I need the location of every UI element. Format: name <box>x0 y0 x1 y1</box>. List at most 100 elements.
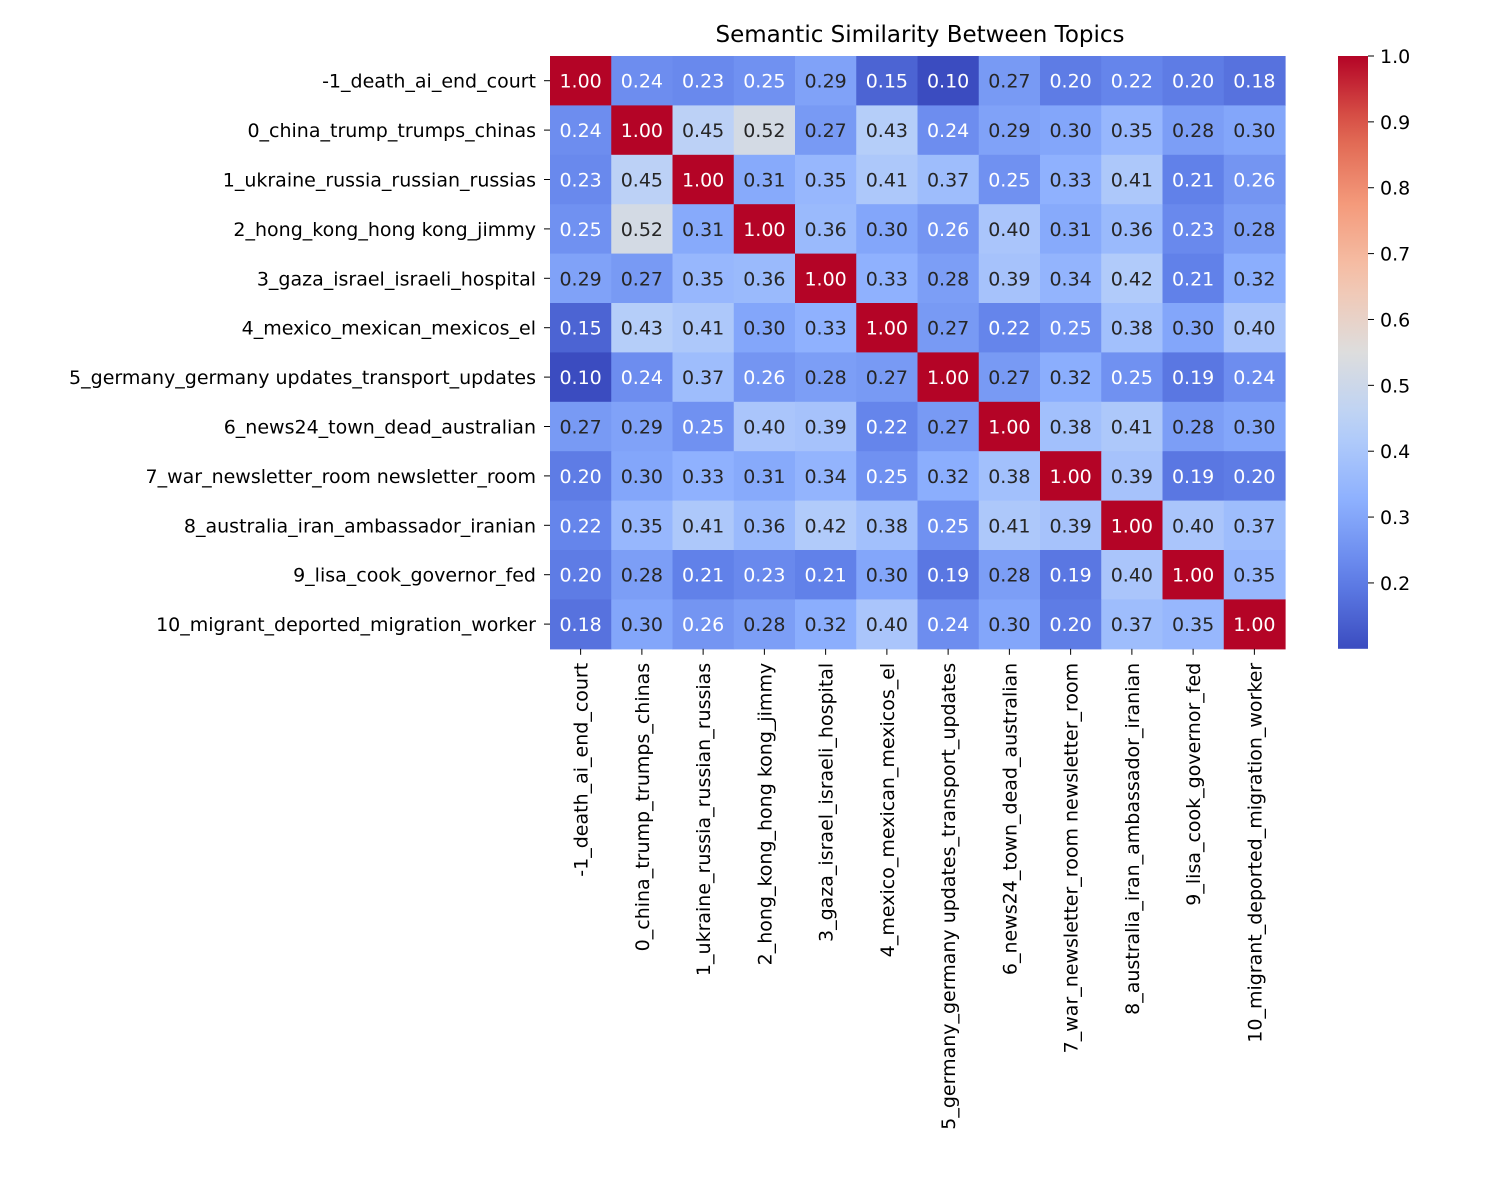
cell-value-label: 0.37 <box>927 170 969 192</box>
cell-value-label: 0.22 <box>1111 71 1153 93</box>
heatmap-cell <box>1162 599 1225 650</box>
heatmap-cell <box>856 550 919 600</box>
cell-value-label: 0.27 <box>927 318 969 340</box>
heatmap-cell <box>1162 500 1225 551</box>
cell-value-label: 0.28 <box>743 614 785 636</box>
cell-value-label: 0.29 <box>621 417 663 439</box>
cell-value-label: 0.32 <box>927 466 969 488</box>
cell-value-label: 0.42 <box>804 515 846 537</box>
cell-value-label: 0.35 <box>1111 120 1153 142</box>
heatmap-cell <box>611 154 674 205</box>
heatmap-cell <box>1040 303 1102 353</box>
heatmap-cell <box>795 599 857 650</box>
heatmap-cell <box>978 303 1041 353</box>
cell-value-label: 0.26 <box>743 367 785 389</box>
heatmap-cells: 1.00 0.24 0.23 0.25 0.29 0.15 0.10 0.27 0.20 0.22… <box>550 56 1286 650</box>
heatmap-cell <box>978 154 1041 205</box>
cell-value-label: 1.00 <box>927 367 969 389</box>
cell-value-label: 0.15 <box>559 318 601 340</box>
cell-value-label: 0.33 <box>682 466 724 488</box>
cell-value-label: 0.52 <box>621 219 663 241</box>
cell-value-label: 1.00 <box>804 268 846 290</box>
cell-value-label: 0.22 <box>866 417 908 439</box>
heatmap-cell <box>856 154 919 205</box>
cell-value-label: 0.20 <box>1233 466 1275 488</box>
heatmap-cell <box>1223 550 1286 600</box>
column-label: 4_mexico_mexican_mexicos_el <box>877 663 899 957</box>
row-label: 9_lisa_cook_governor_fed <box>293 565 536 587</box>
cell-value-label: 0.36 <box>804 219 846 241</box>
heatmap-cell <box>550 401 612 452</box>
heatmap-cell <box>672 599 735 650</box>
heatmap-cell <box>1040 451 1102 502</box>
cell-value-label: 0.39 <box>1111 466 1153 488</box>
row-label: -1_death_ai_end_court <box>322 71 536 93</box>
heatmap-cell <box>1162 352 1225 403</box>
cell-value-label: 0.25 <box>927 515 969 537</box>
heatmap-cell <box>978 451 1041 502</box>
colorbar-tick-label: 0.8 <box>1380 178 1410 200</box>
cell-value-label: 0.30 <box>621 466 663 488</box>
cell-value-label: 0.20 <box>1049 71 1091 93</box>
cell-value-label: 0.33 <box>1049 170 1091 192</box>
heatmap-cell <box>550 599 612 650</box>
row-label: 10_migrant_deported_migration_worker <box>156 614 536 636</box>
heatmap-cell <box>978 105 1041 156</box>
cell-value-label: 0.31 <box>743 170 785 192</box>
heatmap-cell <box>1101 253 1164 304</box>
cell-value-label: 0.37 <box>1111 614 1153 636</box>
cell-value-label: 0.10 <box>559 367 601 389</box>
cell-value-label: 0.38 <box>866 515 908 537</box>
cell-value-label: 0.25 <box>866 466 908 488</box>
heatmap-cell <box>733 550 796 600</box>
column-label: 6_news24_town_dead_australian <box>999 663 1021 975</box>
heatmap-cell <box>917 204 980 255</box>
cell-value-label: 0.29 <box>988 120 1030 142</box>
cell-value-label: 0.24 <box>927 614 969 636</box>
cell-value-label: 0.28 <box>804 367 846 389</box>
heatmap-cell <box>1040 599 1102 650</box>
row-label: 5_germany_germany updates_transport_upda… <box>69 367 536 389</box>
heatmap-cell <box>733 352 796 403</box>
heatmap-cell <box>1223 500 1286 551</box>
cell-value-label: 0.38 <box>1049 417 1091 439</box>
heatmap-cell <box>795 352 857 403</box>
cell-value-label: 0.31 <box>682 219 724 241</box>
column-label: 0_china_trump_trumps_chinas <box>632 663 654 952</box>
heatmap-cell <box>795 56 857 106</box>
heatmap-cell <box>978 352 1041 403</box>
cell-value-label: 1.00 <box>559 71 601 93</box>
cell-value-label: 0.30 <box>1233 417 1275 439</box>
cell-value-label: 0.40 <box>1111 565 1153 587</box>
column-label: -1_death_ai_end_court <box>571 663 593 877</box>
cell-value-label: 0.19 <box>1172 466 1214 488</box>
cell-value-label: 1.00 <box>621 120 663 142</box>
heatmap-cell <box>978 500 1041 551</box>
heatmap-cell <box>1162 253 1225 304</box>
heatmap-cell <box>611 253 674 304</box>
heatmap-cell <box>795 401 857 452</box>
cell-value-label: 0.24 <box>927 120 969 142</box>
cell-value-label: 0.31 <box>743 466 785 488</box>
heatmap-cell <box>733 401 796 452</box>
heatmap-cell <box>1223 56 1286 106</box>
heatmap-cell <box>733 451 796 502</box>
heatmap-cell <box>611 500 674 551</box>
heatmap-cell <box>1223 204 1286 255</box>
heatmap-cell <box>672 154 735 205</box>
row-label: 6_news24_town_dead_australian <box>224 417 536 439</box>
heatmap-cell <box>795 154 857 205</box>
cell-value-label: 0.23 <box>743 565 785 587</box>
heatmap-cell <box>550 56 612 106</box>
heatmap-cell <box>611 352 674 403</box>
heatmap-cell <box>1040 352 1102 403</box>
heatmap-cell <box>856 204 919 255</box>
colorbar-gradient <box>1338 56 1368 649</box>
cell-value-label: 0.29 <box>804 71 846 93</box>
cell-value-label: 0.19 <box>1172 367 1214 389</box>
cell-value-label: 0.31 <box>1049 219 1091 241</box>
heatmap-cell <box>917 56 980 106</box>
cell-value-label: 0.30 <box>988 614 1030 636</box>
heatmap-cell <box>672 105 735 156</box>
